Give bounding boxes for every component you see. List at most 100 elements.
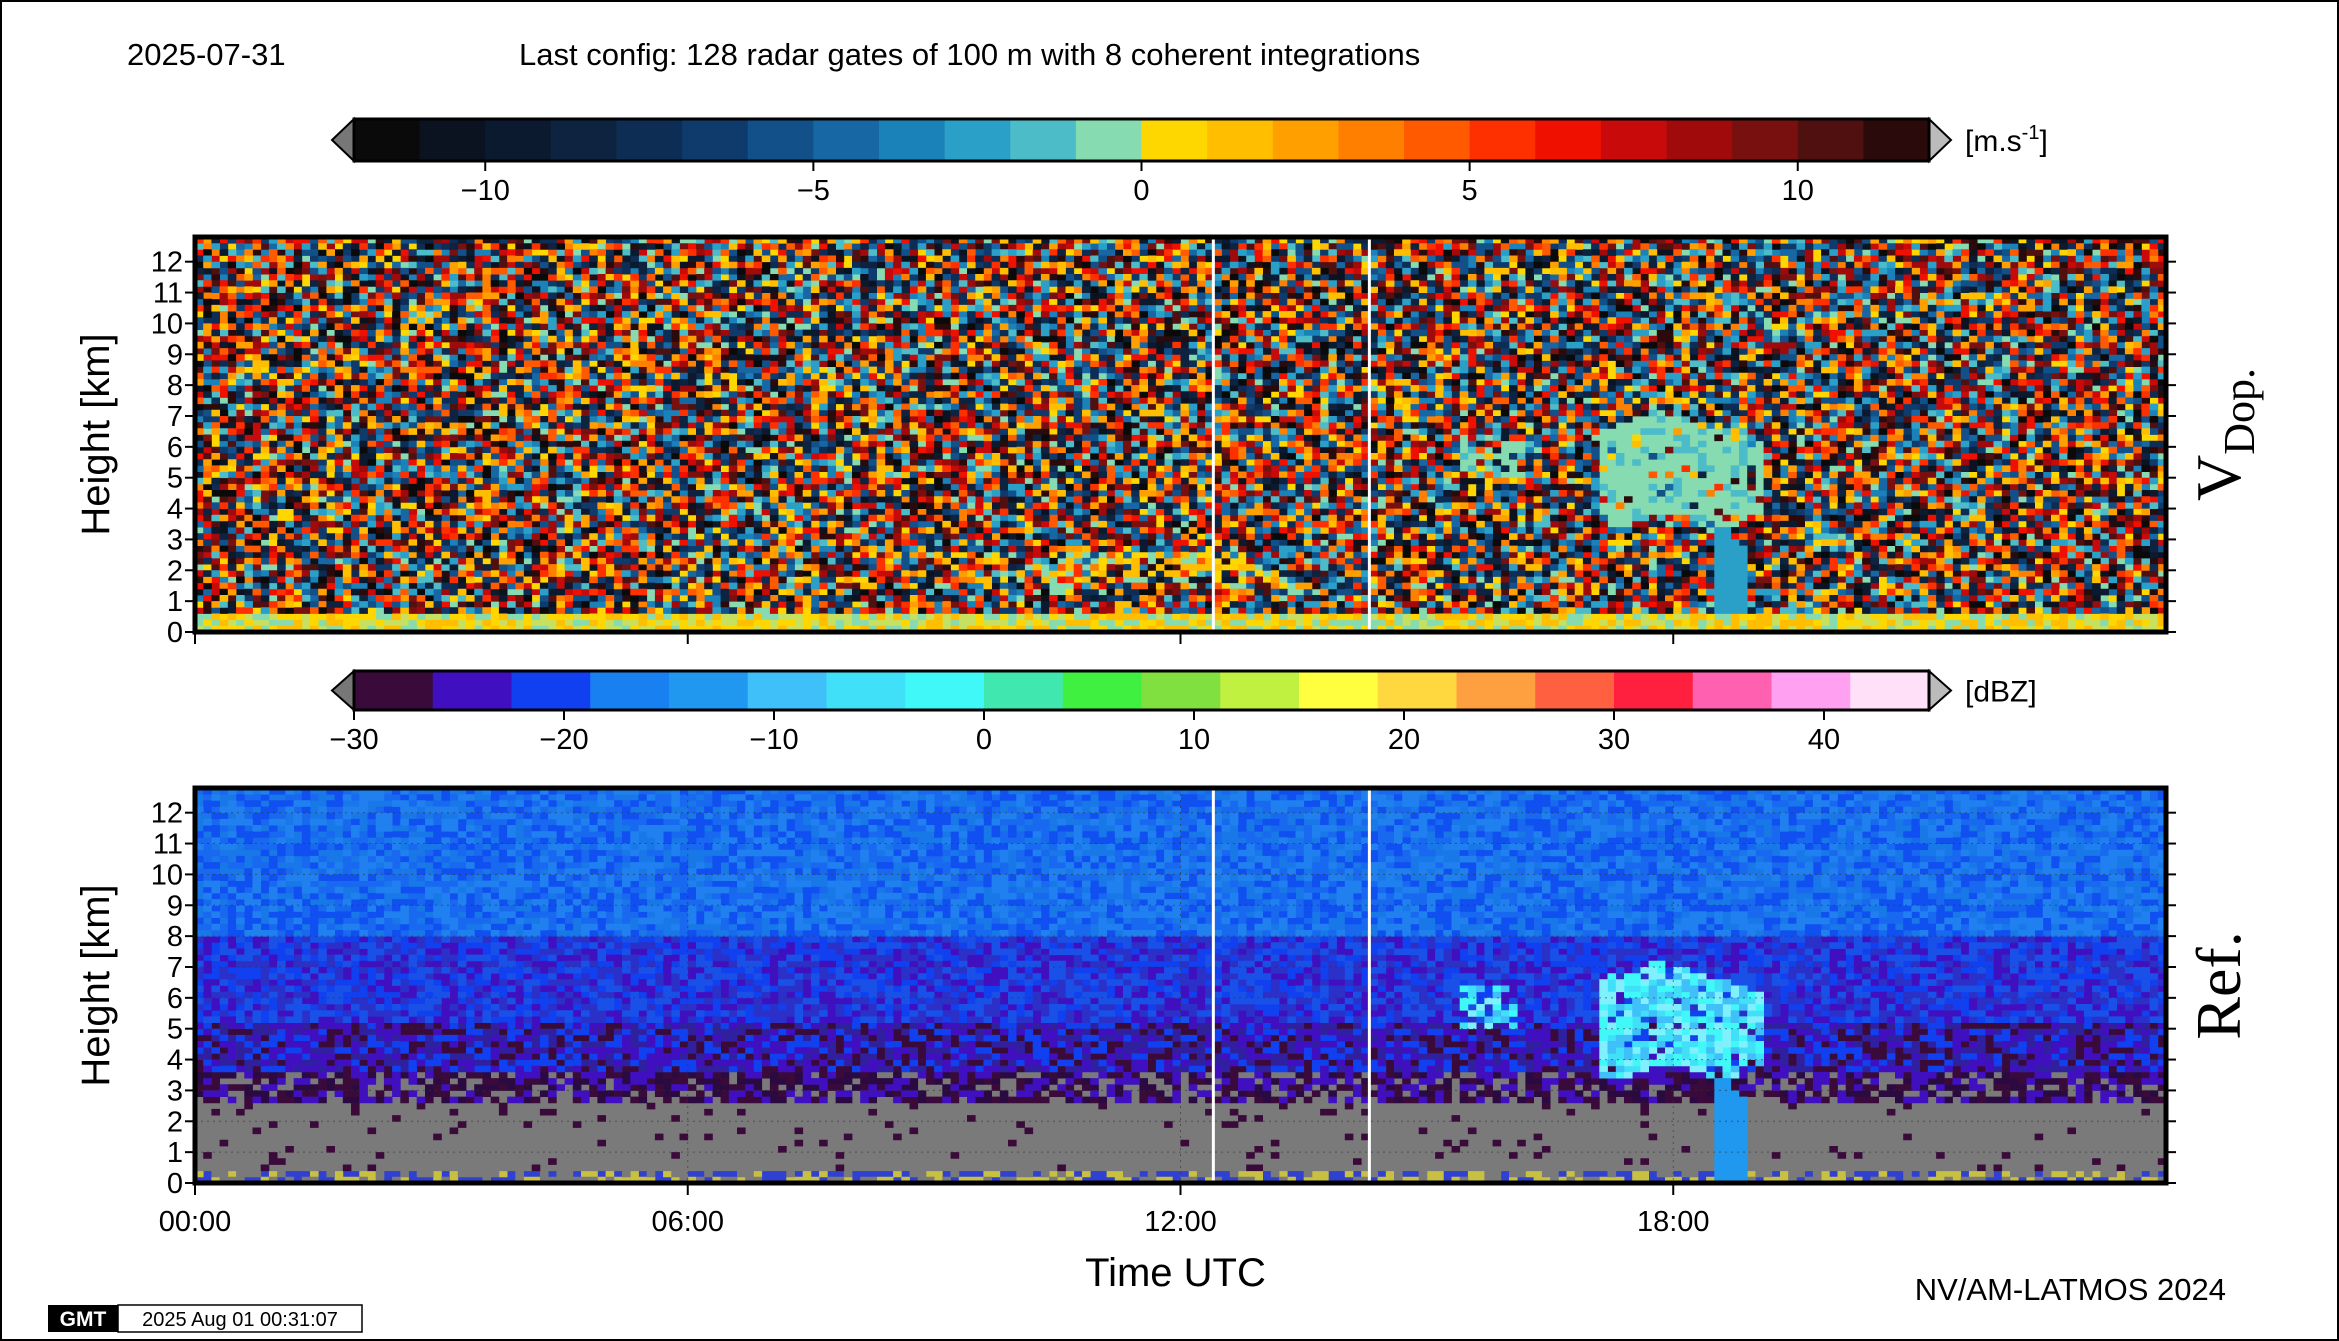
heatmap-cells [195, 1071, 2159, 1104]
colorbar-swatch [905, 671, 985, 710]
colorbar-tick-label: 10 [1782, 175, 1814, 207]
colorbar-tick-label: 20 [1388, 724, 1420, 756]
unit: [dBZ] [1965, 676, 2037, 709]
y-tick-label: 0 [167, 617, 183, 649]
y-tick-label: 7 [167, 401, 183, 433]
colorbar-swatch [1469, 119, 1536, 161]
panel-frame [192, 234, 2169, 635]
y-tick-label: 5 [167, 1014, 183, 1046]
colorbar-tick-label: −30 [329, 724, 378, 756]
unit-sup: -1 [2022, 122, 2040, 144]
y-tick-label: 2 [167, 555, 183, 587]
heatmap-cells [195, 237, 2167, 614]
panel-label: VDop. [2183, 368, 2264, 501]
date: 2025-07-31 [127, 37, 286, 72]
y-tick-label: 3 [167, 1075, 183, 1107]
colorbar-swatch [747, 119, 814, 161]
y-tick-label: 11 [153, 829, 183, 861]
y-tick-label: 9 [167, 890, 183, 922]
y-tick-label: 1 [167, 586, 183, 618]
panel-label-main: Ref. [2183, 931, 2254, 1039]
y-tick-label: 0 [167, 1168, 183, 1200]
y-tick-label: 6 [167, 432, 183, 464]
logo: GMT [60, 1308, 107, 1331]
colorbar-tick-label: 0 [976, 724, 992, 756]
heatmap-cells [195, 237, 2167, 614]
colorbar-tick-label: 0 [1133, 175, 1149, 207]
colorbar-swatch [1404, 119, 1471, 161]
colorbar-unit: [dBZ] [1965, 676, 2037, 709]
colorbar-tick-label: 5 [1462, 175, 1478, 207]
colorbar-swatch [1338, 119, 1405, 161]
colorbar-swatch [432, 671, 513, 710]
colorbar-swatch [1456, 671, 1536, 710]
colorbar-unit: [m.s-1] [1965, 122, 2048, 158]
colorbar-swatch [616, 119, 683, 161]
heatmap-cells [195, 237, 2167, 614]
colorbar-swatch [1062, 671, 1143, 710]
colorbar-swatch [1272, 119, 1339, 161]
colorbar-swatch [1207, 119, 1274, 161]
y-tick-label: 8 [167, 370, 183, 402]
colorbar-swatch [1141, 119, 1208, 161]
colorbar-swatch [1535, 671, 1615, 710]
colorbar-swatch [590, 671, 670, 710]
colorbar-tick-label: −10 [749, 724, 798, 756]
y-tick-label: 2 [167, 1106, 183, 1138]
heatmap-cells [1714, 1078, 1748, 1184]
heatmap-cells [1459, 960, 1764, 1079]
colorbar-tick-label: −5 [797, 175, 830, 207]
heatmap-cells [195, 237, 2159, 614]
colorbar-swatch [879, 119, 946, 161]
y-tick-label: 6 [167, 983, 183, 1015]
colorbar-swatch [682, 119, 749, 161]
colorbar-swatch [669, 671, 749, 710]
colorbar-swatch [1600, 119, 1668, 161]
colorbar-swatch [511, 671, 591, 710]
y-axis-label: Height [km] [74, 333, 118, 535]
heatmap-cells [1467, 967, 1764, 1079]
heatmap-cells [195, 237, 2167, 614]
colorbar-swatch [1377, 671, 1458, 710]
colorbar-swatch [1075, 119, 1143, 161]
colorbar-swatch [1299, 671, 1379, 710]
heatmap-cells [1476, 973, 1764, 1079]
x-tick-label: 12:00 [1144, 1206, 1217, 1238]
y-tick-label: 7 [167, 952, 183, 984]
y-tick-label: 3 [167, 524, 183, 556]
y-tick-label: 10 [151, 308, 183, 340]
colorbar-swatch [984, 671, 1064, 710]
colorbar-swatch [354, 119, 421, 161]
heatmap-cells [195, 237, 2167, 614]
unit: [m.s [1965, 125, 2022, 158]
stamp: 2025 Aug 01 00:31:07 [142, 1309, 338, 1331]
colorbar-swatch [1666, 119, 1733, 161]
colorbar-tick-label: 10 [1178, 724, 1210, 756]
x-tick-label: 00:00 [159, 1206, 232, 1238]
colorbar-swatch [1220, 671, 1300, 710]
y-tick-label: 10 [151, 859, 183, 891]
panel-label: Ref. [2183, 931, 2254, 1039]
colorbar-swatch [419, 119, 486, 161]
y-tick-label: 11 [153, 278, 183, 310]
colorbar-tick-label: 40 [1808, 724, 1840, 756]
heatmap-cells [195, 1170, 2159, 1184]
colorbar-swatch [485, 119, 552, 161]
heatmap-cells [1459, 967, 1764, 1079]
colorbar-swatch [944, 119, 1011, 161]
colorbar-swatch [1141, 671, 1221, 710]
colorbar-tick-label: 30 [1598, 724, 1630, 756]
colorbar-swatch [1863, 119, 1930, 161]
colorbar-swatch [1692, 671, 1773, 710]
config: Last config: 128 radar gates of 100 m wi… [519, 37, 1420, 72]
colorbar-swatch [826, 671, 906, 710]
unit-end: ] [2039, 125, 2047, 158]
colorbar-swatch [1614, 671, 1694, 710]
heatmap-cells [195, 237, 2167, 633]
colorbar-swatch [1797, 119, 1864, 161]
x-axis-label: Time UTC [1085, 1251, 1266, 1295]
colorbar-swatch [1535, 119, 1602, 161]
credit: NV/AM-LATMOS 2024 [1915, 1272, 2226, 1307]
colorbar-tick-label: −20 [539, 724, 588, 756]
panel-frame [192, 785, 2169, 1186]
